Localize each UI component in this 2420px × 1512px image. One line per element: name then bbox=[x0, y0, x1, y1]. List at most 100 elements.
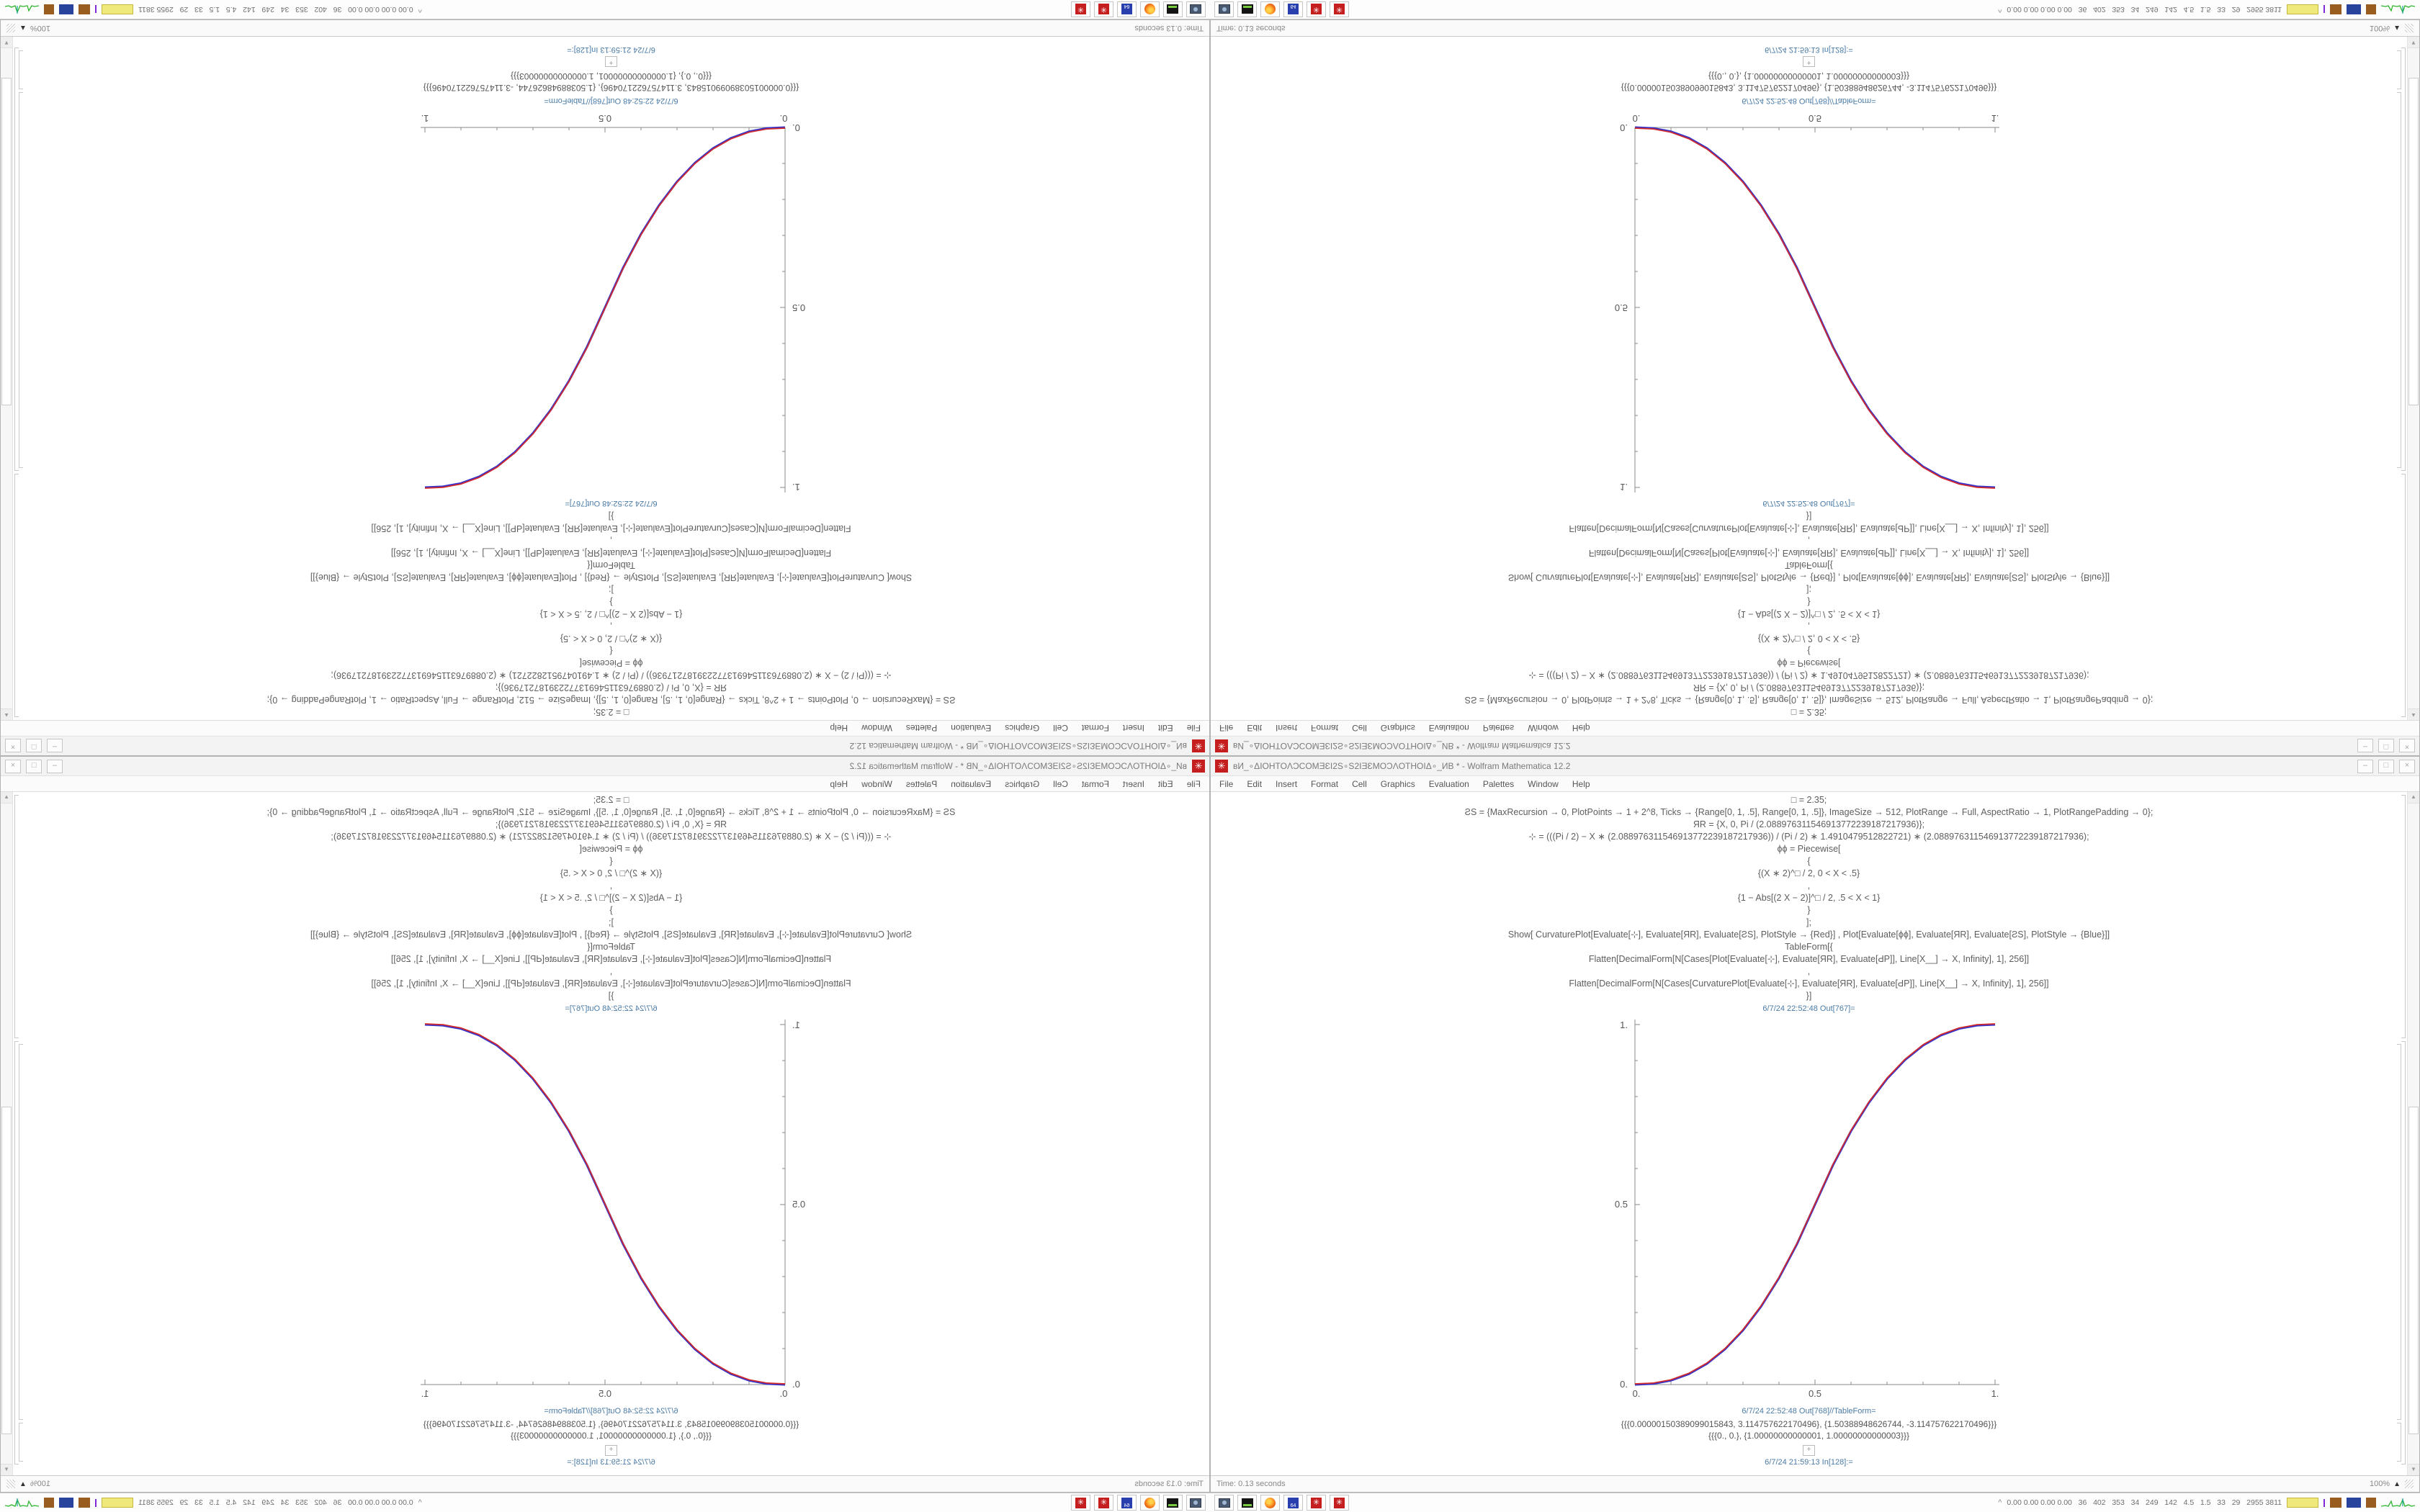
menu-window[interactable]: Window bbox=[1528, 723, 1559, 734]
taskbar-mathematica-spikey-icon[interactable]: ✳ bbox=[1307, 1495, 1326, 1511]
menu-cell[interactable]: Cell bbox=[1352, 723, 1367, 734]
menu-file[interactable]: File bbox=[1186, 723, 1201, 734]
code-line[interactable]: □ = 2.35; bbox=[593, 795, 629, 805]
code-line[interactable]: TableForm[{ bbox=[1785, 560, 1833, 570]
menu-insert[interactable]: Insert bbox=[1276, 723, 1298, 734]
plot-cell-bracket[interactable] bbox=[19, 92, 23, 468]
code-line[interactable]: ]; bbox=[1806, 917, 1811, 927]
code-line[interactable]: TableForm[{ bbox=[587, 560, 635, 570]
code-line[interactable]: {1 − Abs[(2 X − 2)]^□ / 2, .5 < X < 1} bbox=[539, 893, 683, 903]
menu-format[interactable]: Format bbox=[1311, 778, 1339, 789]
menu-help[interactable]: Help bbox=[1572, 723, 1590, 734]
menu-edit[interactable]: Edit bbox=[1157, 723, 1173, 734]
code-line[interactable]: { bbox=[609, 856, 613, 866]
code-line[interactable]: Flatten[DecimalForm[N[Cases[Plot[Evaluat… bbox=[390, 954, 832, 964]
menu-help[interactable]: Help bbox=[1572, 778, 1590, 789]
taskbar-mathematica-spikey-icon[interactable]: ✳ bbox=[1330, 1, 1349, 17]
taskbar-floppy64-icon[interactable]: 64 bbox=[1117, 1, 1137, 17]
menu-graphics[interactable]: Graphics bbox=[1005, 778, 1040, 789]
taskbar-floppy64-icon[interactable]: 64 bbox=[1283, 1495, 1303, 1511]
code-line[interactable]: ƧS = {MaxRecursion → 0, PlotPoints → 1 +… bbox=[1464, 807, 2154, 817]
scrollbar-thumb[interactable] bbox=[1, 77, 12, 406]
code-line[interactable]: ⊹ = (((Pi / 2) − X ∗ (2.0889763115469137… bbox=[1528, 670, 2089, 680]
code-line[interactable]: Flatten[DecimalForm[N[Cases[Plot[Evaluat… bbox=[1588, 954, 2030, 964]
code-line[interactable]: □ = 2.35; bbox=[1791, 707, 1827, 717]
code-line[interactable]: Flatten[DecimalForm[N[Cases[Plot[Evaluat… bbox=[1588, 548, 2030, 558]
title-bar[interactable]: ✳ ʙИ_∘ΔIOHTOΛƆCOMƎƐI2S∘S2IƎƐMOƆΛOTHOIΔ∘_… bbox=[1211, 736, 2419, 755]
menu-window[interactable]: Window bbox=[1528, 778, 1559, 789]
menu-palettes[interactable]: Palettes bbox=[905, 723, 938, 734]
code-line[interactable]: ϕϕ = Piecewise[ bbox=[579, 844, 643, 854]
scroll-up-icon[interactable]: ▲ bbox=[1, 708, 12, 720]
menu-file[interactable]: File bbox=[1186, 778, 1201, 789]
magnification-value[interactable]: 100% bbox=[2369, 1480, 2390, 1488]
code-line[interactable]: ]; bbox=[609, 917, 614, 927]
code-line[interactable]: , bbox=[1807, 966, 1811, 976]
code-line[interactable]: }] bbox=[1806, 511, 1812, 521]
code-line[interactable]: {(X ∗ 2)^□ / 2, 0 < X < .5} bbox=[560, 634, 663, 644]
code-line[interactable]: }] bbox=[1806, 991, 1812, 1001]
code-line[interactable]: { bbox=[609, 646, 613, 656]
table-cell-bracket[interactable] bbox=[2397, 50, 2401, 89]
plot-cell-bracket[interactable] bbox=[2397, 1044, 2401, 1420]
title-bar[interactable]: ✳ ʙИ_∘ΔIOHTOΛƆCOMƎƐI2S∘S2IƎƐMOƆΛOTHOIΔ∘_… bbox=[1211, 757, 2419, 776]
minimize-button[interactable]: – bbox=[47, 739, 63, 753]
close-button[interactable]: × bbox=[2399, 739, 2415, 753]
code-line[interactable]: ЯR = {X, 0, Pi / (2.08897631154691377223… bbox=[1693, 819, 1925, 829]
menu-evaluation[interactable]: Evaluation bbox=[1428, 778, 1469, 789]
magnification-value[interactable]: 100% bbox=[30, 1480, 51, 1488]
code-line[interactable]: Flatten[DecimalForm[N[Cases[CurvaturePlo… bbox=[1569, 978, 2049, 989]
code-line[interactable]: , bbox=[609, 966, 613, 976]
menu-palettes[interactable]: Palettes bbox=[905, 778, 938, 789]
taskbar-mathematica-spikey-icon[interactable]: ✳ bbox=[1094, 1, 1113, 17]
code-line[interactable]: ϕϕ = Piecewise[ bbox=[1777, 844, 1841, 854]
code-line[interactable]: ⊹ = (((Pi / 2) − X ∗ (2.0889763115469137… bbox=[331, 832, 892, 842]
code-line[interactable]: {(X ∗ 2)^□ / 2, 0 < X < .5} bbox=[1757, 634, 1860, 644]
code-line[interactable]: } bbox=[1807, 905, 1811, 915]
title-bar[interactable]: ✳ ʙИ_∘ΔIOHTOΛƆCOMƎƐI2S∘S2IƎƐMOƆΛOTHOIΔ∘_… bbox=[1, 736, 1209, 755]
menu-graphics[interactable]: Graphics bbox=[1380, 778, 1415, 789]
code-line[interactable]: ЯR = {X, 0, Pi / (2.08897631154691377223… bbox=[495, 819, 727, 829]
code-line[interactable]: ⊹ = (((Pi / 2) − X ∗ (2.0889763115469137… bbox=[1528, 832, 2089, 842]
code-line[interactable]: {1 − Abs[(2 X − 2)]^□ / 2, .5 < X < 1} bbox=[1737, 609, 1881, 619]
menu-graphics[interactable]: Graphics bbox=[1005, 723, 1040, 734]
minimize-button[interactable]: – bbox=[47, 759, 63, 773]
insert-cell-button[interactable]: + bbox=[605, 1445, 617, 1456]
menu-file[interactable]: File bbox=[1219, 723, 1234, 734]
taskbar-terminal-icon[interactable] bbox=[1237, 1495, 1257, 1511]
table-cell-bracket[interactable] bbox=[2397, 1423, 2401, 1462]
code-line[interactable]: Show[ CurvaturePlot[Evaluate[⊹], Evaluat… bbox=[1507, 572, 2110, 582]
magnification-value[interactable]: 100% bbox=[30, 24, 51, 32]
code-line[interactable]: ]; bbox=[609, 585, 614, 595]
maximize-button[interactable]: □ bbox=[2378, 739, 2394, 753]
code-line[interactable]: } bbox=[609, 597, 613, 607]
taskbar-mathematica-spikey-icon[interactable]: ✳ bbox=[1071, 1, 1090, 17]
scroll-down-icon[interactable]: ▼ bbox=[2408, 37, 2419, 48]
code-line[interactable]: ЯR = {X, 0, Pi / (2.08897631154691377223… bbox=[495, 683, 727, 693]
scrollbar-thumb[interactable] bbox=[1, 1106, 12, 1435]
taskbar-firefox-icon[interactable] bbox=[1140, 1495, 1160, 1511]
input-cell-bracket[interactable] bbox=[14, 474, 19, 717]
menu-insert[interactable]: Insert bbox=[1122, 723, 1144, 734]
taskbar-screenshot-monitor-icon[interactable] bbox=[1186, 1495, 1206, 1511]
input-cell-bracket[interactable] bbox=[2401, 795, 2406, 1038]
tray-expander-icon[interactable]: ^ bbox=[418, 5, 422, 14]
input-cell-bracket[interactable] bbox=[2401, 474, 2406, 717]
tray-expander-icon[interactable]: ^ bbox=[1998, 1498, 2002, 1507]
resize-grip[interactable] bbox=[2405, 1480, 2414, 1488]
code-line[interactable]: TableForm[{ bbox=[1785, 942, 1833, 952]
code-line[interactable]: ЯR = {X, 0, Pi / (2.08897631154691377223… bbox=[1693, 683, 1925, 693]
menu-cell[interactable]: Cell bbox=[1053, 723, 1068, 734]
menu-insert[interactable]: Insert bbox=[1276, 778, 1298, 789]
code-line[interactable]: TableForm[{ bbox=[587, 942, 635, 952]
input-cell-bracket[interactable] bbox=[14, 795, 19, 1038]
code-line[interactable]: , bbox=[1807, 621, 1811, 631]
menu-cell[interactable]: Cell bbox=[1053, 778, 1068, 789]
menu-palettes[interactable]: Palettes bbox=[1482, 723, 1515, 734]
code-line[interactable]: { bbox=[1807, 856, 1811, 866]
menu-palettes[interactable]: Palettes bbox=[1482, 778, 1515, 789]
code-line[interactable]: }] bbox=[608, 511, 614, 521]
menu-cell[interactable]: Cell bbox=[1352, 778, 1367, 789]
scroll-up-icon[interactable]: ▲ bbox=[2408, 792, 2419, 804]
table-cell-bracket[interactable] bbox=[19, 50, 23, 89]
